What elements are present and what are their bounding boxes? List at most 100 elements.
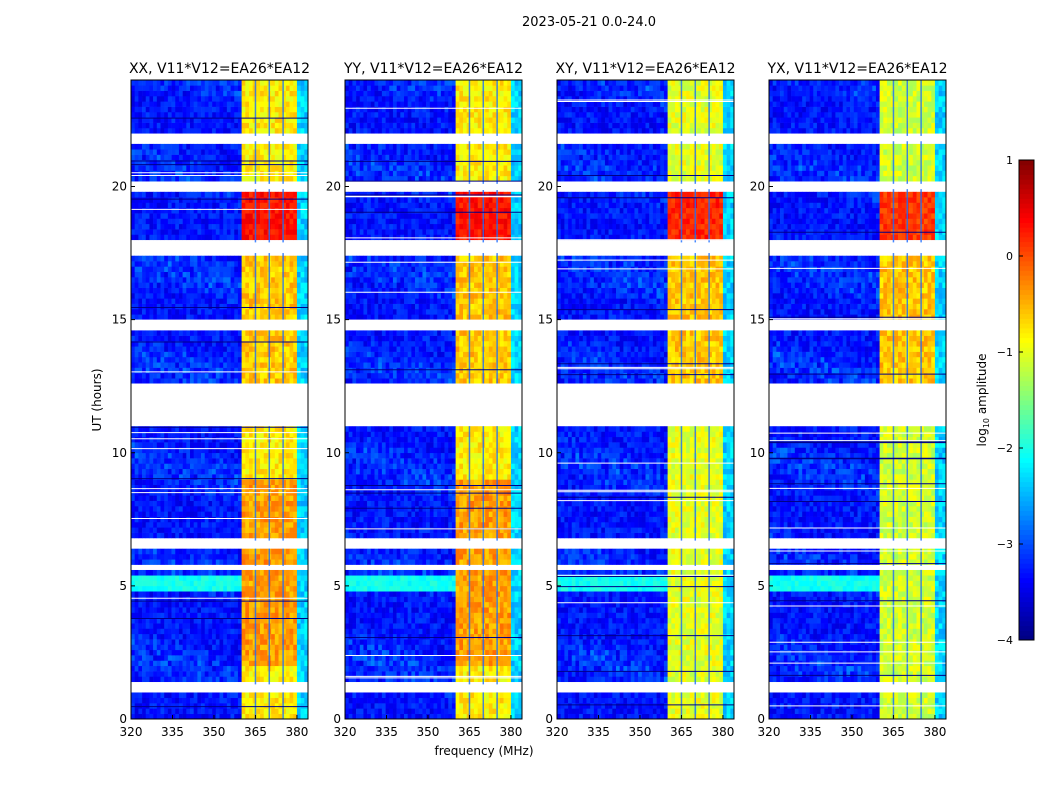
heatmap-cell <box>153 442 157 448</box>
heatmap-cell <box>231 442 235 448</box>
heatmap-cell <box>297 655 301 661</box>
heatmap-cell <box>256 155 260 161</box>
heatmap-cell <box>301 336 305 342</box>
heatmap-cell <box>146 378 150 384</box>
heatmap-cell <box>161 639 165 645</box>
heatmap-cell <box>194 192 198 198</box>
heatmap-cell <box>260 650 264 656</box>
heatmap-cell <box>142 123 146 129</box>
heatmap-cell <box>205 517 209 523</box>
heatmap-cell <box>301 224 305 230</box>
heatmap-cell <box>290 261 294 267</box>
heatmap-cell <box>131 96 135 102</box>
heatmap-cell <box>135 613 139 619</box>
heatmap-cell <box>256 197 260 203</box>
heatmap-cell <box>293 91 297 97</box>
heatmap-cell <box>242 591 246 597</box>
heatmap-cell <box>271 517 275 523</box>
heatmap-cell <box>197 304 201 310</box>
heatmap-cell <box>301 607 305 613</box>
heatmap-cell <box>360 714 364 720</box>
heatmap-cell <box>242 176 246 182</box>
heatmap-cell <box>242 581 246 587</box>
heatmap-cell <box>172 282 176 288</box>
heatmap-cell <box>293 144 297 150</box>
heatmap-cell <box>271 628 275 634</box>
heatmap-cell <box>201 80 205 86</box>
heatmap-cell <box>301 506 305 512</box>
heatmap-cell <box>183 533 187 539</box>
heatmap-cell <box>201 229 205 235</box>
heatmap-cell <box>183 197 187 203</box>
heatmap-cell <box>186 517 190 523</box>
heatmap-cell <box>194 309 198 315</box>
heatmap-cell <box>190 352 194 358</box>
heatmap-cell <box>286 634 290 640</box>
heatmap-cell <box>190 314 194 320</box>
heatmap-cell <box>208 362 212 368</box>
heatmap-cell <box>297 602 301 608</box>
heatmap-cell <box>149 650 153 656</box>
heatmap-cell <box>201 213 205 219</box>
heatmap-cell <box>205 165 209 171</box>
heatmap-cell <box>242 304 246 310</box>
heatmap-cell <box>135 282 139 288</box>
heatmap-cell <box>186 527 190 533</box>
heatmap-cell <box>190 634 194 640</box>
heatmap-cell <box>290 517 294 523</box>
heatmap-cell <box>131 437 135 443</box>
heatmap-cell <box>286 575 290 581</box>
heatmap-cell <box>293 485 297 491</box>
heatmap-cell <box>212 660 216 666</box>
heatmap-cell <box>179 314 183 320</box>
heatmap-cell <box>201 714 205 720</box>
heatmap-cell <box>242 224 246 230</box>
heatmap-cell <box>478 698 482 704</box>
heatmap-cell <box>172 506 176 512</box>
heatmap-cell <box>135 602 139 608</box>
heatmap-cell <box>234 256 238 262</box>
heatmap-cell <box>231 336 235 342</box>
heatmap-cell <box>208 485 212 491</box>
heatmap-cell <box>260 272 264 278</box>
heatmap-cell <box>175 346 179 352</box>
heatmap-cell <box>186 224 190 230</box>
heatmap-cell <box>242 213 246 219</box>
heatmap-cell <box>234 602 238 608</box>
heatmap-cell <box>227 628 231 634</box>
heatmap-cell <box>220 517 224 523</box>
heatmap-cell <box>245 282 249 288</box>
heatmap-cell <box>249 282 253 288</box>
heatmap-cell <box>275 479 279 485</box>
heatmap-cell <box>131 213 135 219</box>
heatmap-cell <box>404 703 408 709</box>
heatmap-cell <box>197 463 201 469</box>
heatmap-cell <box>201 112 205 118</box>
heatmap-cell <box>212 176 216 182</box>
heatmap-cell <box>179 123 183 129</box>
heatmap-cell <box>400 708 404 714</box>
heatmap-cell <box>256 144 260 150</box>
heatmap-cell <box>223 91 227 97</box>
heatmap-cell <box>286 506 290 512</box>
heatmap-cell <box>260 708 264 714</box>
heatmap-cell <box>190 218 194 224</box>
heatmap-cell <box>138 613 142 619</box>
heatmap-cell <box>142 453 146 459</box>
heatmap-cell <box>164 495 168 501</box>
heatmap-cell <box>279 266 283 272</box>
heatmap-cell <box>216 357 220 363</box>
heatmap-cell <box>135 80 139 86</box>
heatmap-cell <box>172 559 176 565</box>
heatmap-cell <box>434 692 438 698</box>
heatmap-cell <box>245 229 249 235</box>
heatmap-cell <box>264 714 268 720</box>
heatmap-cell <box>197 218 201 224</box>
heatmap-cell <box>290 511 294 517</box>
heatmap-cell <box>175 234 179 240</box>
heatmap-cell <box>220 549 224 555</box>
heatmap-cell <box>349 714 353 720</box>
heatmap-cell <box>179 469 183 475</box>
heatmap-cell <box>220 192 224 198</box>
heatmap-cell <box>220 655 224 661</box>
